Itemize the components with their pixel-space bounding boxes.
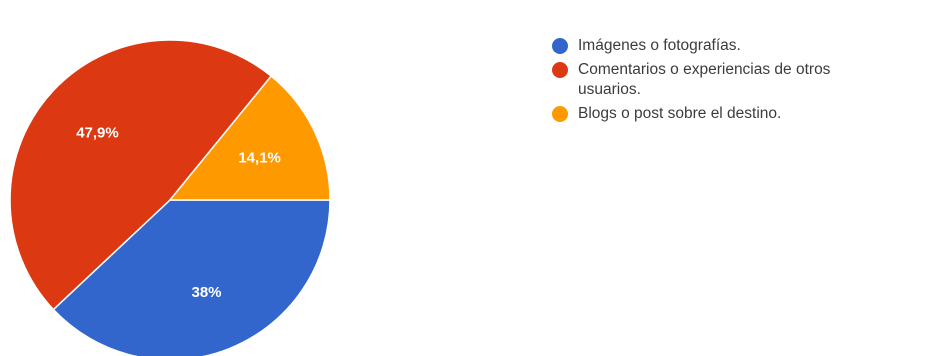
legend-swatch-imagenes — [552, 38, 568, 54]
slice-comentarios[interactable] — [9, 39, 273, 311]
legend-label-comentarios: Comentarios o experiencias de otros usua… — [578, 61, 831, 98]
legend-item-comentarios[interactable]: Comentarios o experiencias de otros usua… — [552, 60, 942, 100]
slice-label-blogs: 14,1% — [238, 149, 281, 166]
legend-label-blogs: Blogs o post sobre el destino. — [578, 105, 782, 122]
legend-swatch-blogs — [552, 106, 568, 122]
slice-label-imagenes: 38% — [192, 284, 222, 301]
slice-label-comentarios: 47,9% — [76, 124, 119, 141]
pie-slices — [9, 39, 331, 356]
legend-item-imagenes[interactable]: Imágenes o fotografías. — [552, 36, 942, 56]
legend-swatch-comentarios — [552, 62, 568, 78]
chart-legend: Imágenes o fotografías. Comentarios o ex… — [552, 36, 942, 128]
slice-blogs[interactable] — [168, 75, 331, 201]
legend-item-blogs[interactable]: Blogs o post sobre el destino. — [552, 104, 942, 124]
pie-slice-labels: 38% 47,9% 14,1% — [76, 124, 281, 301]
legend-label-imagenes: Imágenes o fotografías. — [578, 37, 741, 54]
slice-imagenes[interactable] — [52, 199, 331, 356]
